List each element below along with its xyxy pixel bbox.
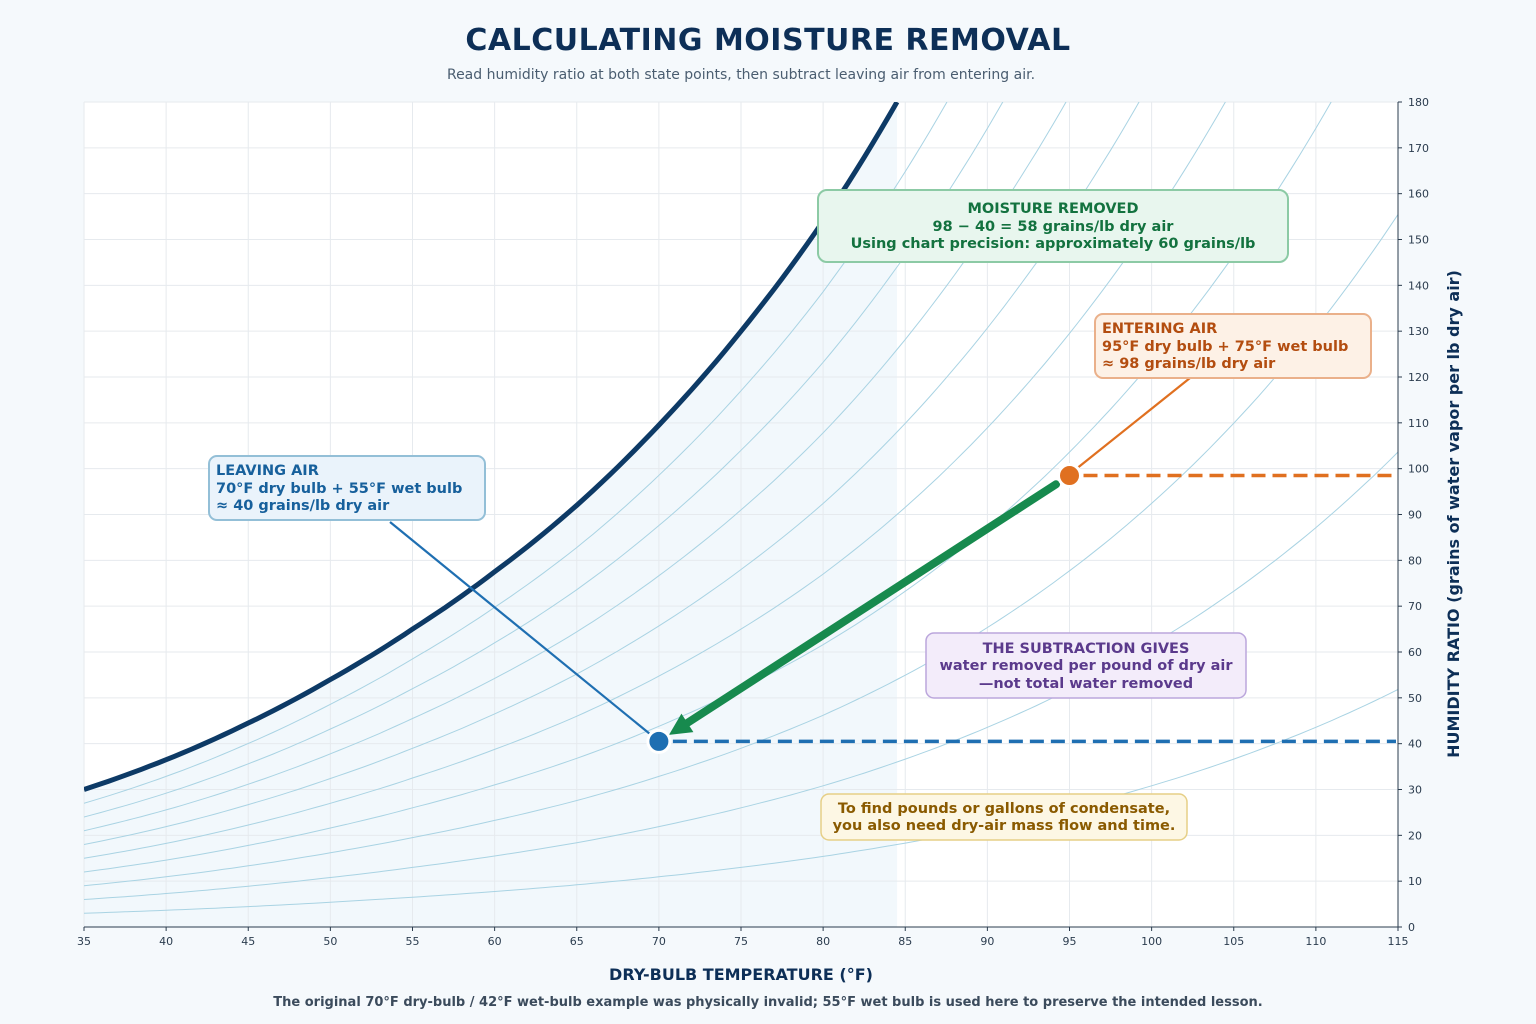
y-tick-label: 10: [1408, 875, 1422, 888]
entering-air-value: ≈ 98 grains/lb dry air: [1102, 356, 1276, 372]
y-tick-label: 80: [1408, 554, 1422, 567]
x-tick-label: 70: [652, 935, 666, 948]
subtraction-note-line2: water removed per pound of dry air: [940, 658, 1234, 674]
x-tick-label: 55: [406, 935, 420, 948]
x-tick-label: 115: [1388, 935, 1409, 948]
x-tick-label: 85: [898, 935, 912, 948]
y-tick-label: 90: [1408, 509, 1422, 522]
y-axis-label: HUMIDITY RATIO (grains of water vapor pe…: [1444, 270, 1463, 758]
rh-curve: [84, 102, 1004, 818]
leaving-air-leader-line: [389, 521, 654, 738]
rh-curve: [84, 451, 1398, 900]
rh-curve: [84, 102, 1067, 832]
leaving-air-value: ≈ 40 grains/lb dry air: [216, 498, 390, 514]
x-tick-label: 90: [980, 935, 994, 948]
y-tick-label: 130: [1408, 325, 1429, 338]
saturation-curve: [84, 102, 900, 792]
y-tick-label: 40: [1408, 738, 1422, 751]
entering-air-title: ENTERING AIR: [1102, 321, 1217, 337]
condensate-note-callout: To find pounds or gallons of condensate,…: [820, 793, 1188, 841]
y-tick-label: 70: [1408, 600, 1422, 613]
leaving-air-point: [646, 728, 672, 754]
leaving-air-title: LEAVING AIR: [216, 463, 319, 479]
y-tick-label: 160: [1408, 188, 1429, 201]
y-tick-label: 60: [1408, 646, 1422, 659]
x-tick-label: 65: [570, 935, 584, 948]
y-tick-label: 120: [1408, 371, 1429, 384]
x-tick-label: 50: [323, 935, 337, 948]
x-tick-label: 100: [1141, 935, 1162, 948]
y-tick-label: 20: [1408, 829, 1422, 842]
subtraction-note-title: THE SUBTRACTION GIVES: [983, 641, 1190, 657]
x-tick-label: 110: [1305, 935, 1326, 948]
y-tick-label: 110: [1408, 417, 1429, 430]
x-tick-label: 105: [1223, 935, 1244, 948]
entering-air-conditions: 95°F dry bulb + 75°F wet bulb: [1102, 339, 1348, 355]
y-tick-label: 140: [1408, 279, 1429, 292]
y-tick-label: 100: [1408, 463, 1429, 476]
footnote: The original 70°F dry-bulb / 42°F wet-bu…: [273, 995, 1262, 1010]
x-axis-ticks: 35 40 45 50 55 60 65 70 75 80 85 90 95 100 105 110 115: [77, 927, 1409, 948]
y-tick-label: 150: [1408, 234, 1429, 247]
y-tick-label: 0: [1408, 921, 1415, 934]
y-tick-label: 170: [1408, 142, 1429, 155]
entering-air-leader-line: [1074, 377, 1191, 471]
moisture-removed-title: MOISTURE REMOVED: [968, 201, 1139, 217]
x-tick-label: 75: [734, 935, 748, 948]
x-axis-label: DRY-BULB TEMPERATURE (°F): [609, 965, 873, 984]
x-tick-label: 40: [159, 935, 173, 948]
x-tick-label: 95: [1063, 935, 1077, 948]
condensate-note-line2: you also need dry-air mass flow and time…: [833, 818, 1176, 834]
rh-curve: [84, 689, 1398, 914]
condensate-note-line1: To find pounds or gallons of condensate,: [838, 801, 1170, 817]
y-axis-ticks: 0 10 20 30 40 50 60 70 80 90 100 110 120 130 140 150 160…: [1398, 96, 1429, 934]
moisture-removal-arrow: [668, 480, 1061, 735]
rh-curve: [84, 102, 948, 804]
rh-curve: [84, 102, 1226, 859]
chart-title: CALCULATING MOISTURE REMOVAL: [465, 23, 1070, 58]
moisture-removed-equation: 98 − 40 = 58 grains/lb dry air: [933, 219, 1175, 235]
leaving-air-conditions: 70°F dry bulb + 55°F wet bulb: [216, 481, 462, 497]
x-tick-label: 35: [77, 935, 91, 948]
subtraction-note-callout: THE SUBTRACTION GIVES water removed per …: [925, 632, 1247, 699]
moisture-removed-callout: MOISTURE REMOVED 98 − 40 = 58 grains/lb …: [817, 189, 1289, 263]
leaving-air-callout: LEAVING AIR 70°F dry bulb + 55°F wet bul…: [208, 455, 486, 521]
x-tick-label: 45: [241, 935, 255, 948]
subtraction-note-line3: —not total water removed: [979, 676, 1193, 692]
entering-air-point: [1057, 463, 1082, 489]
y-tick-label: 50: [1408, 692, 1422, 705]
y-tick-label: 180: [1408, 96, 1429, 109]
y-tick-label: 30: [1408, 784, 1422, 797]
rh-curve: [84, 214, 1398, 887]
x-tick-label: 60: [488, 935, 502, 948]
rh-curve: [84, 102, 1140, 845]
chart-subtitle: Read humidity ratio at both state points…: [447, 67, 1035, 83]
moisture-removed-approx: Using chart precision: approximately 60 …: [851, 236, 1256, 252]
entering-air-callout: ENTERING AIR 95°F dry bulb + 75°F wet bu…: [1094, 313, 1372, 379]
x-tick-label: 80: [816, 935, 830, 948]
